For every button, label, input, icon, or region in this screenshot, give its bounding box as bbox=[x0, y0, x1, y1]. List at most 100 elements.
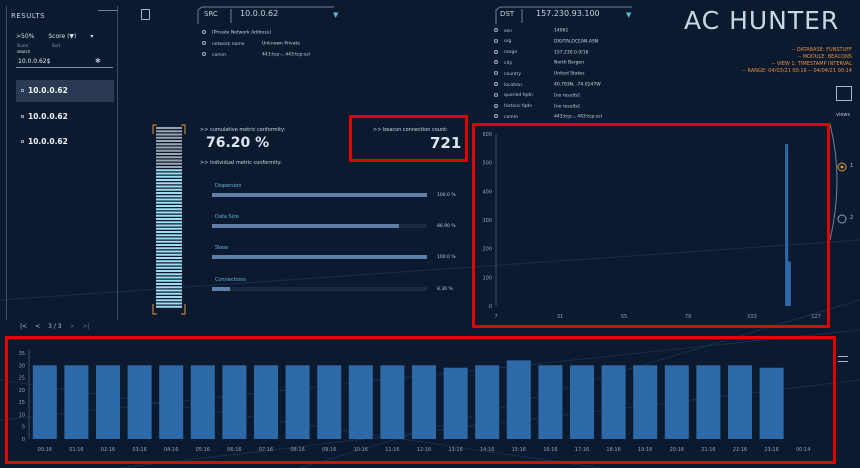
timestamp-bar[interactable] bbox=[127, 365, 152, 439]
gauge-segment bbox=[156, 211, 182, 214]
circle-icon bbox=[494, 28, 498, 32]
metric-name: Skew bbox=[215, 245, 229, 251]
timestamp-bar[interactable] bbox=[32, 365, 57, 439]
y-tick-label: 0 bbox=[22, 437, 25, 443]
dst-row-value: North Bergen bbox=[554, 60, 585, 66]
gauge-segment bbox=[156, 270, 182, 272]
dst-row: city North Bergen bbox=[494, 60, 584, 66]
menu-icon[interactable] bbox=[838, 356, 848, 362]
dst-label: DST bbox=[500, 10, 515, 18]
histogram-bar[interactable] bbox=[787, 261, 791, 306]
src-header-frame bbox=[197, 6, 334, 24]
results-panel bbox=[6, 6, 118, 320]
individual-label: >> individual metric conformity: bbox=[200, 160, 282, 166]
result-ip: 10.0.0.62 bbox=[28, 86, 68, 95]
filter-select[interactable]: >50% bbox=[16, 33, 35, 40]
timestamp-bar[interactable] bbox=[64, 365, 89, 439]
meta-range: -- RANGE: 04/03/21 00:16 -- 04/04/21 00:… bbox=[742, 68, 852, 74]
view-2-label: 2 bbox=[850, 215, 854, 221]
beacon-count-label: >> beacon connection count: bbox=[373, 127, 448, 133]
timestamp-bar[interactable] bbox=[601, 365, 626, 439]
sort-select[interactable]: Score (▼) bbox=[48, 33, 77, 40]
timestamp-bar[interactable] bbox=[633, 365, 658, 439]
cumulative-gauge bbox=[152, 124, 186, 315]
gauge-segment bbox=[156, 195, 182, 198]
timestamp-bar[interactable] bbox=[696, 365, 721, 439]
gauge-segment bbox=[156, 221, 182, 224]
gauge-segment bbox=[156, 247, 182, 250]
circle-icon bbox=[202, 52, 206, 56]
filter-row[interactable]: >50% Score (▼) ▾ bbox=[16, 33, 107, 40]
gear-icon[interactable]: ✱ bbox=[95, 57, 101, 65]
timestamp-bar[interactable] bbox=[380, 365, 405, 439]
result-item[interactable]: 10.0.0.62 bbox=[16, 131, 114, 153]
gauge-segment bbox=[156, 214, 182, 217]
first-page-icon[interactable]: |< bbox=[20, 323, 28, 330]
timestamp-bar[interactable] bbox=[443, 367, 468, 439]
last-page-icon[interactable]: >| bbox=[82, 323, 90, 330]
chevron-down-icon[interactable]: ▾ bbox=[90, 33, 94, 40]
x-tick-label: 127 bbox=[811, 314, 821, 320]
gauge-segment bbox=[156, 159, 182, 162]
dst-row-value: [no results] bbox=[554, 93, 580, 99]
timestamp-bar[interactable] bbox=[475, 365, 500, 439]
x-tick-label: 21:16 bbox=[701, 447, 715, 453]
interval-histogram: 0 100 200 300 400 500 600 7 31 55 79 103 127 bbox=[482, 132, 821, 320]
timestamp-bar[interactable] bbox=[159, 365, 184, 439]
timestamp-bar[interactable] bbox=[96, 365, 120, 439]
timestamp-bar[interactable] bbox=[190, 365, 215, 439]
dst-row-value: DIGITALOCEAN-ASN bbox=[554, 39, 599, 45]
prev-page-icon[interactable]: < bbox=[35, 323, 41, 330]
gauge-segment bbox=[156, 149, 182, 152]
filter-icon[interactable]: ▼ bbox=[626, 11, 632, 19]
dst-row: country United States bbox=[494, 71, 584, 77]
gauge-segment bbox=[156, 153, 182, 155]
dst-row-key: comm bbox=[504, 114, 518, 120]
gauge-segment bbox=[156, 292, 182, 295]
timestamp-bar[interactable] bbox=[570, 365, 594, 439]
next-page-icon[interactable]: > bbox=[69, 323, 75, 330]
gauge-segment bbox=[156, 133, 182, 136]
timestamp-bar[interactable] bbox=[412, 365, 436, 439]
dst-row-key: org bbox=[504, 39, 512, 45]
y-tick-label: 30 bbox=[19, 363, 25, 369]
result-square-icon bbox=[21, 115, 24, 118]
histogram-bar[interactable] bbox=[785, 144, 789, 306]
clipboard-icon[interactable] bbox=[141, 9, 150, 20]
highlight-timeline bbox=[5, 336, 836, 464]
metric-bar-track bbox=[212, 255, 427, 259]
gauge-segment bbox=[156, 237, 182, 240]
x-tick-label: 11:16 bbox=[385, 447, 399, 453]
gauge-segment bbox=[156, 140, 182, 142]
y-tick-label: 600 bbox=[482, 132, 492, 138]
dst-ip: 157.230.93.100 bbox=[536, 9, 600, 18]
list-view-icon[interactable] bbox=[836, 86, 852, 101]
timestamp-bar[interactable] bbox=[317, 365, 342, 439]
filter-icon[interactable]: ▼ bbox=[333, 11, 339, 19]
timestamp-bar[interactable] bbox=[538, 365, 563, 439]
timestamp-bar[interactable] bbox=[285, 365, 310, 439]
result-item[interactable]: 10.0.0.62 bbox=[16, 80, 114, 102]
x-tick-label: 02:16 bbox=[101, 447, 115, 453]
results-panel-corner bbox=[98, 10, 118, 16]
timestamp-bar[interactable] bbox=[254, 365, 278, 439]
search-input[interactable]: 10.0.0.62$ bbox=[18, 58, 51, 65]
gauge-segment bbox=[156, 240, 182, 243]
timestamp-bar[interactable] bbox=[348, 365, 373, 439]
gauge-segment bbox=[156, 305, 182, 308]
x-tick-label: 03:16 bbox=[132, 447, 146, 453]
view-1-radio[interactable] bbox=[837, 162, 847, 172]
gauge-segment bbox=[156, 130, 182, 133]
x-tick-label: 07:16 bbox=[259, 447, 273, 453]
timestamp-bar[interactable] bbox=[728, 365, 752, 439]
timestamp-bar[interactable] bbox=[506, 360, 531, 439]
timestamp-bar[interactable] bbox=[222, 365, 247, 439]
dst-header-frame bbox=[495, 6, 632, 24]
circle-icon bbox=[202, 30, 206, 34]
gauge-segment bbox=[156, 175, 182, 178]
timestamp-bar[interactable] bbox=[759, 367, 784, 439]
result-item[interactable]: 10.0.0.62 bbox=[16, 106, 114, 128]
view-2-radio[interactable] bbox=[837, 214, 847, 224]
timestamp-bar[interactable] bbox=[664, 365, 689, 439]
dst-row-value: 40.793N, -74.0247W bbox=[554, 82, 601, 88]
